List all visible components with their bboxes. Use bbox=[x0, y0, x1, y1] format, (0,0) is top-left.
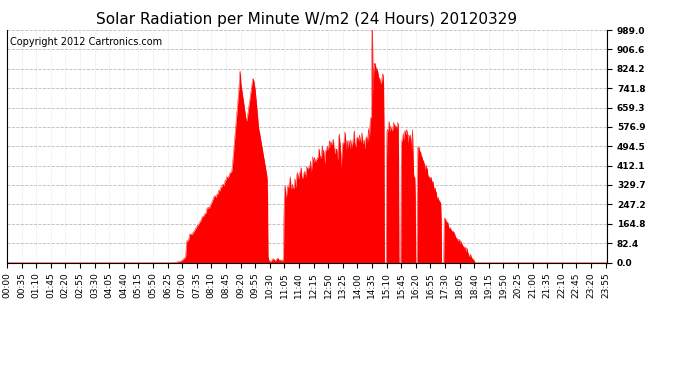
Title: Solar Radiation per Minute W/m2 (24 Hours) 20120329: Solar Radiation per Minute W/m2 (24 Hour… bbox=[97, 12, 518, 27]
Text: Copyright 2012 Cartronics.com: Copyright 2012 Cartronics.com bbox=[10, 37, 162, 47]
